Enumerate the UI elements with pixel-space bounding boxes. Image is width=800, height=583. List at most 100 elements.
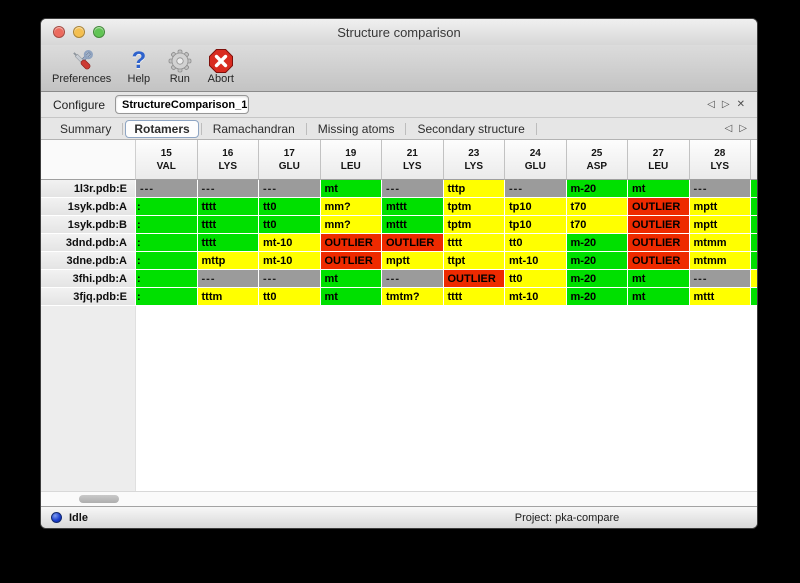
table-cell[interactable]: mt-10 [259, 252, 321, 270]
tab-missing-atoms[interactable]: Missing atoms [317, 121, 395, 136]
table-cell[interactable]: mtmm [689, 234, 751, 252]
toolbar-button-preferences[interactable]: Preferences [47, 47, 116, 85]
table-cell[interactable]: OUTLIER [320, 234, 382, 252]
configure-name-field[interactable]: StructureComparison_1 [115, 95, 250, 114]
table-cell[interactable]: mm? [320, 216, 382, 234]
table-cell[interactable]: OUTLIER [382, 234, 444, 252]
table-cell[interactable]: --- [197, 270, 259, 288]
minimize-window-button[interactable] [73, 26, 85, 38]
table-cell[interactable]: : [136, 252, 198, 270]
table-cell[interactable]: mt [320, 270, 382, 288]
column-header-24[interactable]: 24 GLU [505, 140, 567, 180]
column-header-25[interactable]: 25 ASP [566, 140, 628, 180]
table-cell[interactable]: tttt [443, 288, 505, 306]
table-cell[interactable]: tp10 [505, 216, 567, 234]
row-label[interactable]: 1syk.pdb:B [41, 216, 136, 234]
tab-secondary-structure[interactable]: Secondary structure [417, 121, 525, 136]
table-cell[interactable]: tt0 [259, 198, 321, 216]
table-cell[interactable]: m-20 [566, 252, 628, 270]
table-cell[interactable]: tt0 [259, 288, 321, 306]
table-cell[interactable]: --- [689, 180, 751, 198]
table-cell[interactable]: mt-10 [505, 288, 567, 306]
table-cell[interactable]: mm? [320, 198, 382, 216]
table-cell[interactable]: --- [259, 270, 321, 288]
table-cell[interactable]: m-20 [566, 288, 628, 306]
row-label[interactable]: 3dne.pdb:A [41, 252, 136, 270]
table-cell[interactable]: --- [689, 270, 751, 288]
table-cell[interactable]: : [136, 216, 198, 234]
table-cell-partial[interactable] [751, 288, 757, 306]
table-cell[interactable]: m-20 [566, 270, 628, 288]
table-cell[interactable]: tttt [197, 198, 259, 216]
table-cell-partial[interactable] [751, 270, 757, 288]
table-cell[interactable]: : [136, 288, 198, 306]
row-label[interactable]: 3fjq.pdb:E [41, 288, 136, 306]
table-cell[interactable]: OUTLIER [628, 252, 690, 270]
tabs-next-icon[interactable]: ▷ [739, 123, 747, 134]
table-cell-partial[interactable] [751, 198, 757, 216]
table-cell[interactable]: tt0 [259, 216, 321, 234]
table-cell[interactable]: tttt [197, 234, 259, 252]
table-cell[interactable]: mt [628, 270, 690, 288]
table-cell[interactable]: --- [259, 180, 321, 198]
table-cell[interactable]: mptt [689, 198, 751, 216]
table-cell[interactable]: mptt [382, 252, 444, 270]
table-cell[interactable]: --- [505, 180, 567, 198]
table-cell[interactable]: mt [628, 288, 690, 306]
table-cell[interactable]: --- [197, 180, 259, 198]
close-window-button[interactable] [53, 26, 65, 38]
table-cell[interactable]: mttt [382, 216, 444, 234]
table-cell[interactable]: --- [382, 270, 444, 288]
table-cell[interactable]: tptm [443, 216, 505, 234]
column-header-28[interactable]: 28 LYS [689, 140, 751, 180]
toolbar-button-abort[interactable]: Abort [202, 47, 239, 85]
table-cell[interactable]: tttm [197, 288, 259, 306]
table-cell[interactable]: OUTLIER [628, 198, 690, 216]
configure-next-icon[interactable]: ▷ [721, 99, 730, 110]
configure-prev-icon[interactable]: ◁ [707, 99, 715, 110]
table-cell[interactable]: OUTLIER [628, 216, 690, 234]
table-cell[interactable]: tttt [443, 234, 505, 252]
column-header-23[interactable]: 23 LYS [443, 140, 505, 180]
configure-close-icon[interactable]: ✕ [736, 99, 745, 110]
table-cell[interactable]: mttp [197, 252, 259, 270]
table-cell[interactable]: ttpt [443, 252, 505, 270]
table-cell-partial[interactable] [751, 180, 757, 198]
table-cell-partial[interactable] [751, 216, 757, 234]
table-cell[interactable]: tp10 [505, 198, 567, 216]
row-label[interactable]: 3dnd.pdb:A [41, 234, 136, 252]
table-cell[interactable]: tttt [197, 216, 259, 234]
table-cell[interactable]: t70 [566, 198, 628, 216]
table-cell[interactable]: mt [320, 180, 382, 198]
table-cell[interactable]: tmtm? [382, 288, 444, 306]
zoom-window-button[interactable] [93, 26, 105, 38]
table-cell[interactable]: tt0 [505, 234, 567, 252]
table-cell-partial[interactable] [751, 234, 757, 252]
tab-rotamers[interactable]: Rotamers [125, 119, 199, 138]
table-cell[interactable]: mt [628, 180, 690, 198]
table-cell[interactable]: m-20 [566, 234, 628, 252]
table-cell[interactable]: : [136, 198, 198, 216]
table-cell[interactable]: OUTLIER [320, 252, 382, 270]
table-cell[interactable]: m-20 [566, 180, 628, 198]
table-cell[interactable]: --- [382, 180, 444, 198]
table-cell[interactable]: mttt [382, 198, 444, 216]
table-cell[interactable]: : [136, 234, 198, 252]
row-label[interactable]: 3fhi.pdb:A [41, 270, 136, 288]
table-cell[interactable]: mt-10 [505, 252, 567, 270]
table-cell[interactable]: : [136, 270, 198, 288]
column-header-16[interactable]: 16 LYS [197, 140, 259, 180]
table-cell[interactable]: OUTLIER [628, 234, 690, 252]
toolbar-button-run[interactable]: Run [161, 47, 198, 85]
horizontal-scrollbar[interactable] [41, 491, 757, 506]
row-label[interactable]: 1syk.pdb:A [41, 198, 136, 216]
table-cell[interactable]: OUTLIER [443, 270, 505, 288]
table-cell[interactable]: tptm [443, 198, 505, 216]
horizontal-scrollbar-thumb[interactable] [79, 495, 119, 503]
column-header-15[interactable]: 15 VAL [136, 140, 198, 180]
table-cell[interactable]: tt0 [505, 270, 567, 288]
table-cell-partial[interactable] [751, 252, 757, 270]
row-label[interactable]: 1l3r.pdb:E [41, 180, 136, 198]
column-header-17[interactable]: 17 GLU [259, 140, 321, 180]
tab-ramachandran[interactable]: Ramachandran [212, 121, 295, 136]
